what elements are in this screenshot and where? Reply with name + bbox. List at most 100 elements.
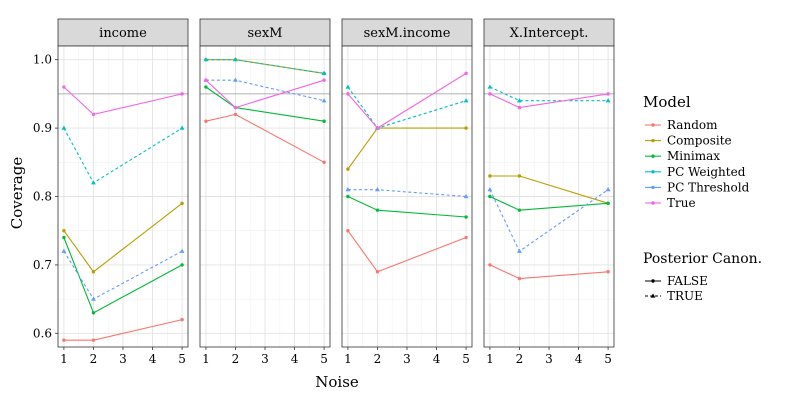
legend-color-title: Model [643,93,691,111]
data-point [61,248,67,253]
x-axis-title: Noise [315,373,359,391]
y-tick-label: 0.7 [33,258,52,272]
x-tick-label: 5 [178,352,186,366]
data-point [463,98,469,103]
facet-strip [199,18,331,47]
data-point [62,85,66,89]
legend-linetype-title: Posterior Canon. [643,251,762,267]
x-tick-label: 1 [486,352,494,366]
data-point [605,187,611,192]
legend-label: TRUE [667,289,703,303]
legend-key-point [651,154,655,158]
data-point [517,276,522,281]
data-point [322,119,326,123]
data-point [91,180,96,185]
data-point [463,193,469,199]
data-point [91,296,96,301]
data-point [464,71,468,76]
legend-label: PC Threshold [667,180,750,194]
data-point [517,105,522,110]
legend-label: True [667,196,696,210]
data-point [91,311,96,315]
data-point [62,229,66,233]
facet-panel: sexM 1 2 3 4 5 [199,18,331,366]
data-point [233,112,238,117]
y-tick-label: 0.6 [33,326,52,340]
y-tick-label: 0.8 [33,190,52,204]
legend-label: Minimax [667,149,720,163]
data-point [487,84,493,89]
data-point [464,126,468,130]
data-point [606,270,610,274]
data-point [203,57,209,62]
x-tick-label: 4 [291,352,299,366]
data-point [346,92,350,96]
data-point [606,92,610,96]
legend-key-point [651,170,655,174]
x-tick-label: 1 [344,352,352,366]
data-point [233,77,238,82]
x-tick-label: 2 [374,352,382,366]
data-point [464,215,468,219]
x-tick-label: 2 [232,352,240,366]
data-point [375,270,380,274]
x-tick-label: 2 [516,352,524,366]
facet-strip [57,18,189,47]
facet-strip [483,18,615,47]
data-point [179,125,185,130]
facet-strip-label: income [99,26,147,41]
data-point [517,248,522,253]
x-tick-label: 2 [90,352,98,366]
data-point [204,85,208,89]
data-point [606,201,610,206]
x-tick-label: 3 [403,352,411,366]
facet-panel: sexM.income 1 2 3 4 5 [341,18,473,366]
data-point [233,105,238,110]
data-point [464,235,468,240]
data-point [322,160,326,164]
legend-key-point [651,138,655,143]
data-point [517,174,522,178]
facet-panel: income 1 2 3 4 5 [57,18,189,366]
facet-strip-label: X.Intercept. [510,26,589,41]
data-point [346,167,350,171]
data-point [62,235,66,240]
data-point [180,92,184,96]
x-tick-label: 5 [320,352,328,366]
legend-label: FALSE [667,274,708,288]
x-tick-label: 3 [261,352,269,366]
data-point [180,317,184,322]
y-axis-title: Coverage [8,157,26,230]
data-point [345,187,351,192]
data-point [488,263,492,267]
x-tick-label: 3 [119,352,127,366]
data-point [91,270,96,274]
data-point [322,78,326,82]
x-tick-label: 1 [60,352,68,366]
y-tick-label: 1.0 [33,53,52,67]
facet-panel: X.Intercept. 1 2 3 4 5 [483,18,615,366]
data-point [375,208,380,212]
legend-key-point [651,185,655,190]
data-point [204,78,208,82]
data-point [204,119,208,123]
data-point [488,174,492,178]
legend-label: PC Weighted [667,165,746,179]
facet-strip [341,18,473,47]
legend-key-point [651,201,655,205]
data-point [375,187,380,192]
data-point [91,112,96,117]
facet-strip-label: sexM [247,26,282,41]
x-tick-label: 4 [149,352,157,366]
data-point [517,208,522,212]
x-tick-label: 4 [433,352,441,366]
x-tick-label: 5 [604,352,612,366]
data-point [233,57,238,62]
y-tick-label: 0.9 [33,121,52,135]
data-point [375,126,380,130]
data-point [345,84,351,89]
